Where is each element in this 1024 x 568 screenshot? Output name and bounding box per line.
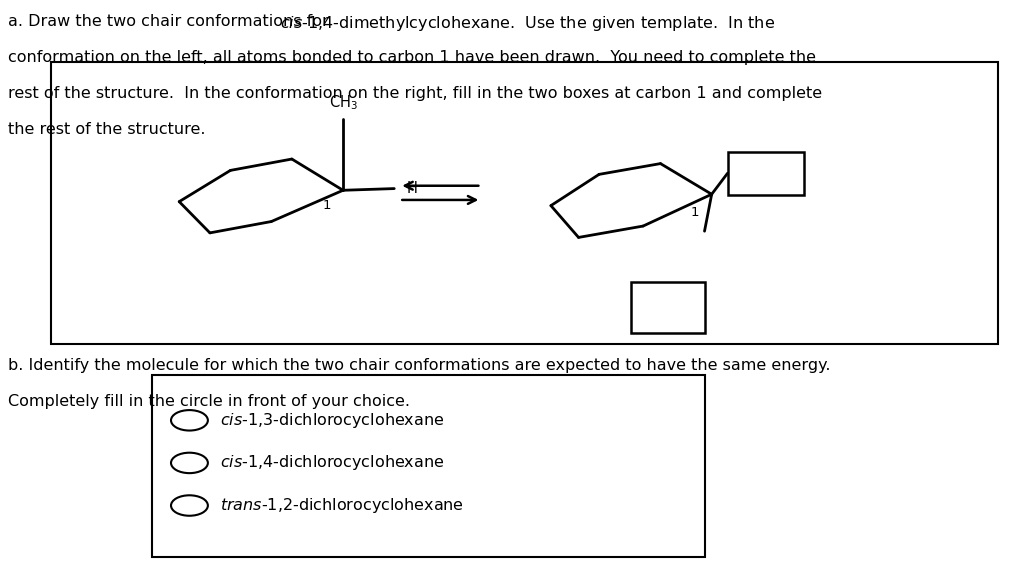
Text: conformation on the left, all atoms bonded to carbon 1 have been drawn.  You nee: conformation on the left, all atoms bond… [8,50,816,65]
Text: CH$_3$: CH$_3$ [329,94,357,112]
Text: rest of the structure.  In the conformation on the right, fill in the two boxes : rest of the structure. In the conformati… [8,86,822,101]
Text: H: H [407,181,418,196]
Text: Completely fill in the circle in front of your choice.: Completely fill in the circle in front o… [8,394,411,408]
Text: $\it{cis}$-1,3-dichlorocyclohexane: $\it{cis}$-1,3-dichlorocyclohexane [220,411,444,430]
Text: $\it{cis}$-1,4-dimethylcyclohexane.  Use the given template.  In the: $\it{cis}$-1,4-dimethylcyclohexane. Use … [280,14,774,33]
Text: the rest of the structure.: the rest of the structure. [8,122,206,136]
Text: 1: 1 [691,206,699,219]
Text: b. Identify the molecule for which the two chair conformations are expected to h: b. Identify the molecule for which the t… [8,358,830,373]
Bar [727,152,805,194]
FancyBboxPatch shape [51,62,998,344]
Bar [152,375,705,557]
Text: $\it{cis}$-1,4-dichlorocyclohexane: $\it{cis}$-1,4-dichlorocyclohexane [220,453,444,473]
Text: a. Draw the two chair conformations for: a. Draw the two chair conformations for [8,14,334,29]
Text: $\it{trans}$-1,2-dichlorocyclohexane: $\it{trans}$-1,2-dichlorocyclohexane [220,496,464,515]
Bar [631,282,705,333]
Text: 1: 1 [323,199,331,212]
